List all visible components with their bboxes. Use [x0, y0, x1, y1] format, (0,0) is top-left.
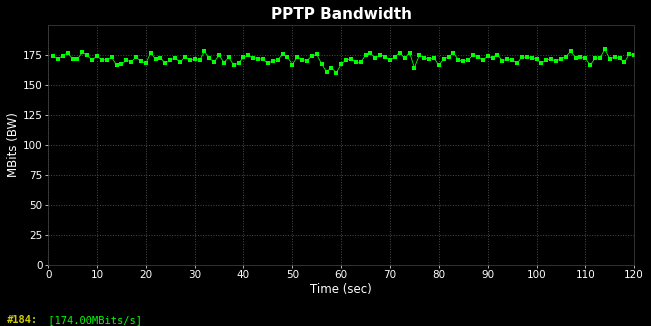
X-axis label: Time (sec): Time (sec)	[311, 283, 372, 296]
Text: [174.00MBits/s]: [174.00MBits/s]	[42, 315, 143, 325]
Title: PPTP Bandwidth: PPTP Bandwidth	[271, 7, 411, 22]
Text: #184:: #184:	[7, 315, 38, 325]
Y-axis label: MBits (BW): MBits (BW)	[7, 112, 20, 177]
